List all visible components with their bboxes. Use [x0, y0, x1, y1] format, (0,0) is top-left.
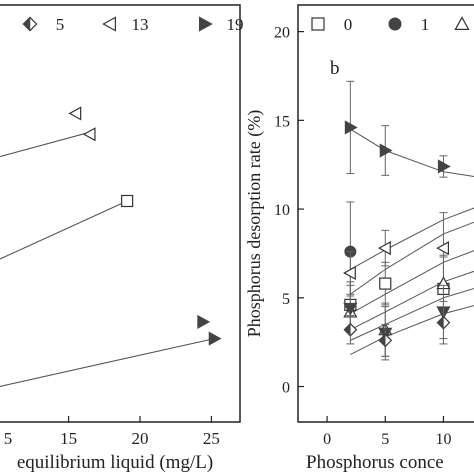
panel-b-ytick-label: 10: [274, 202, 290, 219]
panel-b-fit-curve: [350, 128, 474, 177]
panel-b-point: [377, 241, 391, 256]
panel-b-legend-marker: [454, 16, 470, 30]
panel-a-point: [208, 331, 222, 346]
panel-b-fit-curve: [350, 207, 474, 270]
panel-b-ytick-label: 15: [274, 113, 290, 130]
panel-b-legend-label: 1: [421, 15, 430, 34]
panel-a-legend-marker: [102, 16, 117, 32]
panel-b-frame: [297, 4, 474, 423]
panel-b-y-title: Phosphorus desorption rate (%): [244, 110, 265, 337]
panel-a-xtick-label: 25: [203, 429, 220, 448]
panel-b-ytick-label: 20: [274, 25, 290, 42]
panel-b-x-title: Phosphorus conce: [306, 452, 444, 473]
panel-b-point: [437, 159, 451, 174]
panel-b-point: [378, 333, 393, 348]
panel-a-fit-line: [0, 200, 128, 260]
panel-b-point: [436, 241, 450, 256]
panel-b-xtick-label: 0: [323, 431, 331, 448]
panel-a-legend-label: 5: [56, 15, 65, 34]
panel-b-ytick-label: 5: [282, 291, 290, 308]
panel-a-legend-label: 13: [132, 15, 149, 34]
panel-b-point: [379, 277, 392, 290]
panel-b-fit-curve: [350, 305, 474, 356]
panel-b-xtick-label: 10: [435, 431, 451, 448]
panel-b-fit-curve: [350, 250, 474, 315]
panel-b-xtick-label: 5: [381, 431, 389, 448]
panel-b-point: [343, 302, 358, 316]
panel-a-xtick-label: 15: [60, 429, 77, 448]
panel-b-legend-marker: [388, 17, 402, 31]
panel-b-fit-curve: [350, 270, 474, 331]
panel-a-point: [197, 314, 211, 329]
panel-b-label: b: [330, 58, 340, 79]
panel-b-fit-curve: [350, 221, 474, 295]
panel-b-fit-curve: [350, 287, 474, 341]
panel-a-xtick-label-partial: 5: [4, 429, 13, 448]
panel-b-point: [344, 120, 358, 135]
panel-b-point: [343, 265, 356, 281]
panel-b-point: [436, 315, 451, 330]
panel-a-point: [82, 127, 96, 142]
panel-b-ytick-label: 0: [282, 380, 290, 397]
panel-a-frame: [0, 4, 241, 423]
panel-a-point: [121, 194, 134, 208]
panel-a-legend-marker: [199, 16, 213, 32]
panel-a-legend-label: 19: [227, 15, 244, 34]
panel-a-fit-line: [0, 338, 215, 387]
panel-a-point: [68, 106, 82, 121]
panel-a-xtick-label: 20: [132, 429, 149, 448]
panel-b-legend-marker: [311, 17, 325, 31]
panel-b-legend-label: 0: [344, 15, 353, 34]
panel-b-point: [379, 143, 393, 158]
panel-a-x-title: equilibrium liquid (mg/L): [17, 452, 213, 473]
panel-a-fit-line: [0, 131, 91, 158]
panel-b-point: [343, 322, 358, 337]
panel-a-legend-marker: [22, 16, 38, 32]
